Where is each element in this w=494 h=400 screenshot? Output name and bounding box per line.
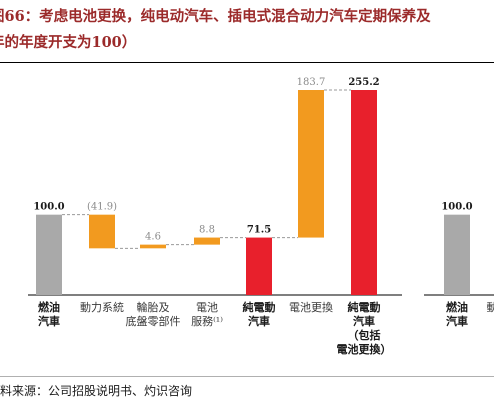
value-label-0-4: 71.5	[247, 225, 271, 236]
category-label-0-6-line-2: （包括	[348, 328, 381, 342]
value-label-1-0: 100.0	[441, 202, 472, 213]
value-label-0-2: 4.6	[145, 232, 161, 243]
value-label-0-0: 100.0	[33, 202, 64, 213]
source-divider	[0, 376, 494, 377]
bar-1-0	[444, 214, 470, 295]
category-label-0-5-line-0: 電池更換	[289, 301, 333, 314]
category-label-0-2-line-0: 輪胎及	[137, 300, 170, 314]
source-text: 资料来源：公司招股说明书、灼识咨询	[0, 384, 193, 398]
category-label-0-6-line-0: 純電動	[348, 300, 381, 314]
bar-0-1	[89, 214, 115, 249]
bar-0-3	[194, 237, 220, 245]
value-label-0-5: 183.7	[297, 77, 326, 88]
bar-0-0	[36, 214, 62, 295]
category-label-0-3-line-0: 電池	[196, 301, 218, 314]
value-label-0-6: 255.2	[348, 77, 379, 88]
category-label-1-0-line-1: 汽車	[446, 314, 468, 328]
value-label-0-3: 8.8	[199, 225, 215, 236]
category-label-0-2-line-1: 底盤零部件	[126, 314, 181, 328]
source-note: 资料来源：公司招股说明书、灼识咨询	[0, 382, 494, 400]
category-label-0-4-line-0: 純電動	[243, 300, 276, 314]
bar-0-6	[351, 90, 377, 295]
category-label-1-0-line-0: 燃油	[445, 300, 468, 314]
bar-0-2	[140, 244, 166, 249]
bar-0-4	[246, 237, 272, 295]
category-label-1-1-line-0: 動	[487, 300, 494, 314]
category-label-0-6-line-3: 電池更換）	[337, 342, 392, 356]
category-label-0-0-line-0: 燃油	[37, 300, 60, 314]
bar-0-5	[298, 90, 324, 238]
category-label-0-3-line-1: 服務⁽¹⁾	[191, 314, 223, 328]
category-label-0-4-line-1: 汽車	[248, 314, 270, 328]
waterfall-chart: 100.0燃油汽車(41.9)動力系統4.6輪胎及底盤零部件8.8電池服務⁽¹⁾…	[28, 77, 494, 356]
value-label-0-1: (41.9)	[87, 202, 117, 213]
chart-title-line-2: 年的年度开支为100）	[0, 34, 137, 51]
category-label-0-1-line-0: 動力系統	[80, 300, 124, 314]
chart-title-line-1: 图66：考虑电池更换，纯电动汽车、插电式混合动力汽车定期保养及	[0, 8, 431, 25]
category-label-0-6-line-1: 汽車	[353, 314, 375, 328]
category-label-0-0-line-1: 汽車	[38, 314, 60, 328]
title-divider	[0, 62, 494, 63]
